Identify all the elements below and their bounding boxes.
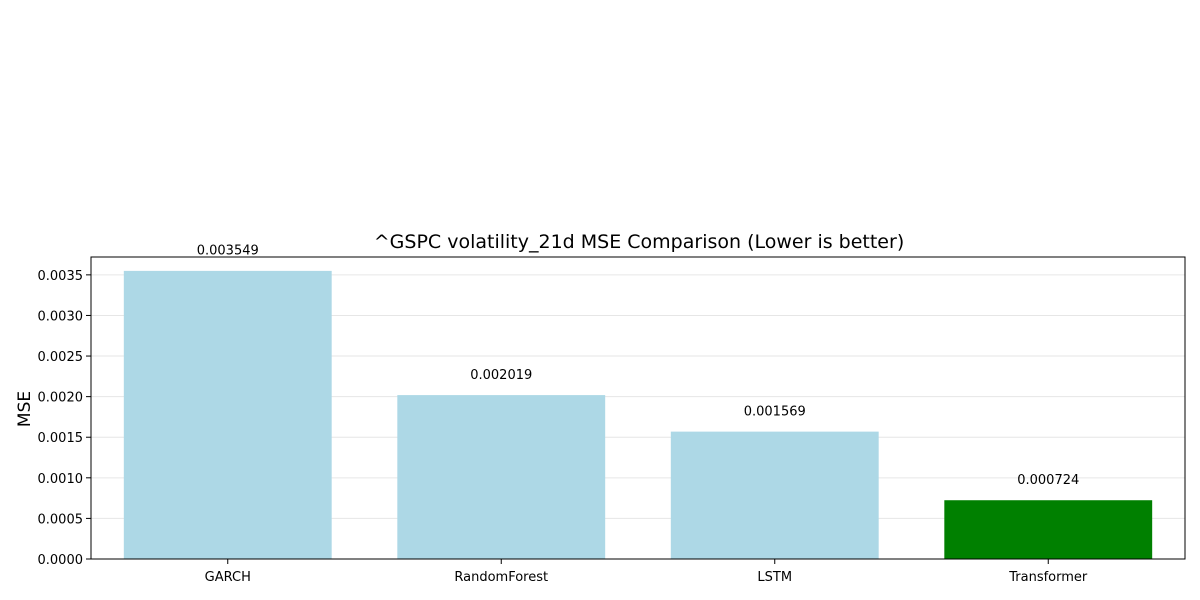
y-tick-label: 0.0015 bbox=[38, 431, 84, 446]
bar-lstm bbox=[670, 431, 879, 559]
y-tick-label: 0.0005 bbox=[38, 512, 84, 527]
x-tick-label: LSTM bbox=[757, 570, 792, 585]
y-tick-label: 0.0025 bbox=[38, 350, 84, 365]
plot-frame bbox=[90, 256, 1186, 560]
bar-value-label: 0.001569 bbox=[744, 404, 806, 419]
y-tick-label: 0.0000 bbox=[38, 553, 84, 568]
x-tick-label: RandomForest bbox=[454, 570, 548, 585]
y-tick-label: 0.0010 bbox=[38, 472, 84, 487]
bar-value-labels: 0.003549 0.002019 0.001569 0.000724 bbox=[197, 244, 1080, 488]
x-tick-label: GARCH bbox=[205, 570, 251, 585]
bar-transformer bbox=[944, 500, 1153, 559]
y-axis-ticks: 0.0000 0.0005 0.0010 0.0015 0.0020 0.0025 0.00… bbox=[38, 269, 91, 568]
bars bbox=[123, 270, 1153, 559]
y-axis-label: MSE bbox=[15, 391, 35, 427]
bar-value-label: 0.003549 bbox=[197, 244, 259, 259]
x-tick-label: Transformer bbox=[1008, 570, 1088, 585]
bar-value-label: 0.000724 bbox=[1017, 473, 1079, 488]
y-tick-label: 0.0020 bbox=[38, 391, 84, 406]
bar-randomforest bbox=[397, 395, 606, 559]
y-tick-label: 0.0035 bbox=[38, 269, 84, 284]
bar-garch bbox=[123, 270, 332, 559]
y-tick-label: 0.0030 bbox=[38, 309, 84, 324]
bar-value-label: 0.002019 bbox=[470, 368, 532, 383]
x-axis-ticks: GARCH RandomForest LSTM Transformer bbox=[205, 559, 1088, 585]
chart-title: ^GSPC volatility_21d MSE Comparison (Low… bbox=[374, 231, 904, 253]
